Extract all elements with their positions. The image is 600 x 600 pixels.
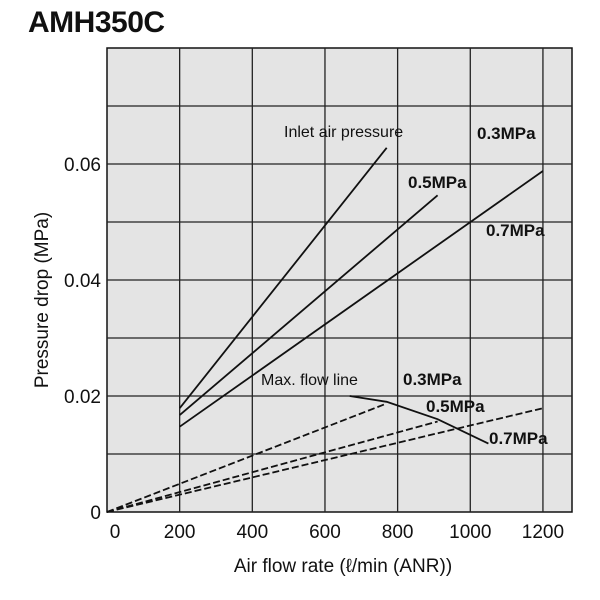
- y-tick-label: 0.04: [64, 271, 101, 292]
- grid: [107, 48, 572, 512]
- x-axis-label: Air flow rate (ℓ/min (ANR)): [234, 556, 452, 577]
- series-line: [178, 147, 388, 409]
- label-inlet-0.7: 0.7MPa: [486, 221, 545, 240]
- label-inlet-0.3: 0.3MPa: [477, 124, 536, 143]
- series-line: [179, 194, 439, 416]
- y-axis-label: Pressure drop (MPa): [32, 212, 53, 388]
- y-tick-label: 0.06: [64, 155, 101, 176]
- series-line: [106, 402, 388, 513]
- series-line: [349, 395, 489, 445]
- inlet-annotation: Inlet air pressure: [284, 124, 403, 141]
- series-line: [179, 170, 544, 428]
- x-tick-label: 400: [236, 522, 268, 543]
- x-tick-label: 600: [309, 522, 341, 543]
- x-tick-label: 200: [164, 522, 196, 543]
- x-tick-label: 1200: [522, 522, 564, 543]
- label-max-0.3: 0.3MPa: [403, 370, 462, 389]
- label-max-0.7: 0.7MPa: [489, 429, 548, 448]
- chart-title: AMH350C: [28, 6, 165, 39]
- ticks: 0 200 400 600 800 1000 1200 0 0.02 0.04 0.06: [64, 155, 564, 543]
- series-lines: [106, 147, 544, 513]
- maxflow-annotation: Max. flow line: [261, 372, 358, 389]
- label-max-0.5: 0.5MPa: [426, 397, 485, 416]
- x-tick-label: 1000: [449, 522, 491, 543]
- x-tick-label: 0: [110, 522, 121, 543]
- series-line: [106, 407, 544, 513]
- series-line: [106, 420, 438, 513]
- y-tick-label: 0: [90, 503, 101, 524]
- x-tick-label: 800: [382, 522, 414, 543]
- y-tick-label: 0.02: [64, 387, 101, 408]
- label-inlet-0.5: 0.5MPa: [408, 173, 467, 192]
